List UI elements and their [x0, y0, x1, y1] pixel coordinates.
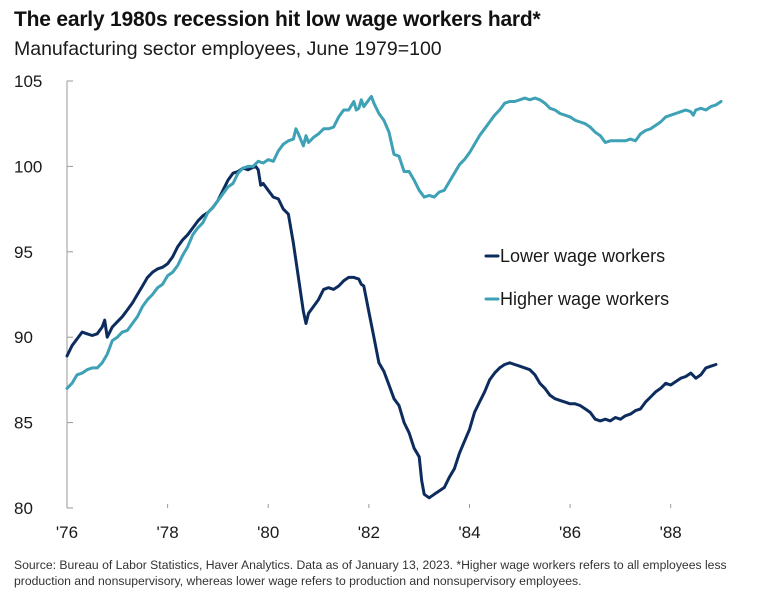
x-tick-label: '82 — [358, 523, 380, 542]
legend-label: Lower wage workers — [500, 246, 665, 266]
series-lines — [65, 94, 723, 500]
line-chart: 80 85 90 95 100 105 '76 '78 '80 '82 '84 '86 '88 Lowe… — [14, 72, 723, 542]
legend-label: Higher wage workers — [500, 289, 669, 309]
legend: Lower wage workers Higher wage workers — [484, 246, 669, 309]
x-tick-label: '84 — [458, 523, 480, 542]
y-tick-label: 85 — [14, 414, 33, 433]
x-tick-label: '86 — [559, 523, 581, 542]
chart-title: The early 1980s recession hit low wage w… — [14, 8, 541, 31]
y-tick-label: 95 — [14, 243, 33, 262]
tick-labels: 80 85 90 95 100 105 '76 '78 '80 '82 '84 '86 '88 — [14, 72, 682, 542]
x-tick-label: '88 — [660, 523, 682, 542]
x-tick-label: '76 — [56, 523, 78, 542]
y-tick-label: 100 — [14, 157, 42, 176]
y-tick-label: 90 — [14, 328, 33, 347]
source-note: Source: Bureau of Labor Statistics, Have… — [14, 558, 727, 588]
y-tick-label: 80 — [14, 499, 33, 518]
chart-subtitle: Manufacturing sector employees, June 197… — [14, 38, 442, 60]
x-tick-label: '80 — [257, 523, 279, 542]
x-tick-label: '78 — [157, 523, 179, 542]
y-tick-label: 105 — [14, 72, 42, 91]
axes — [66, 80, 672, 509]
series-line-lower-wage — [65, 164, 718, 500]
series-line-higher-wage — [65, 94, 723, 390]
